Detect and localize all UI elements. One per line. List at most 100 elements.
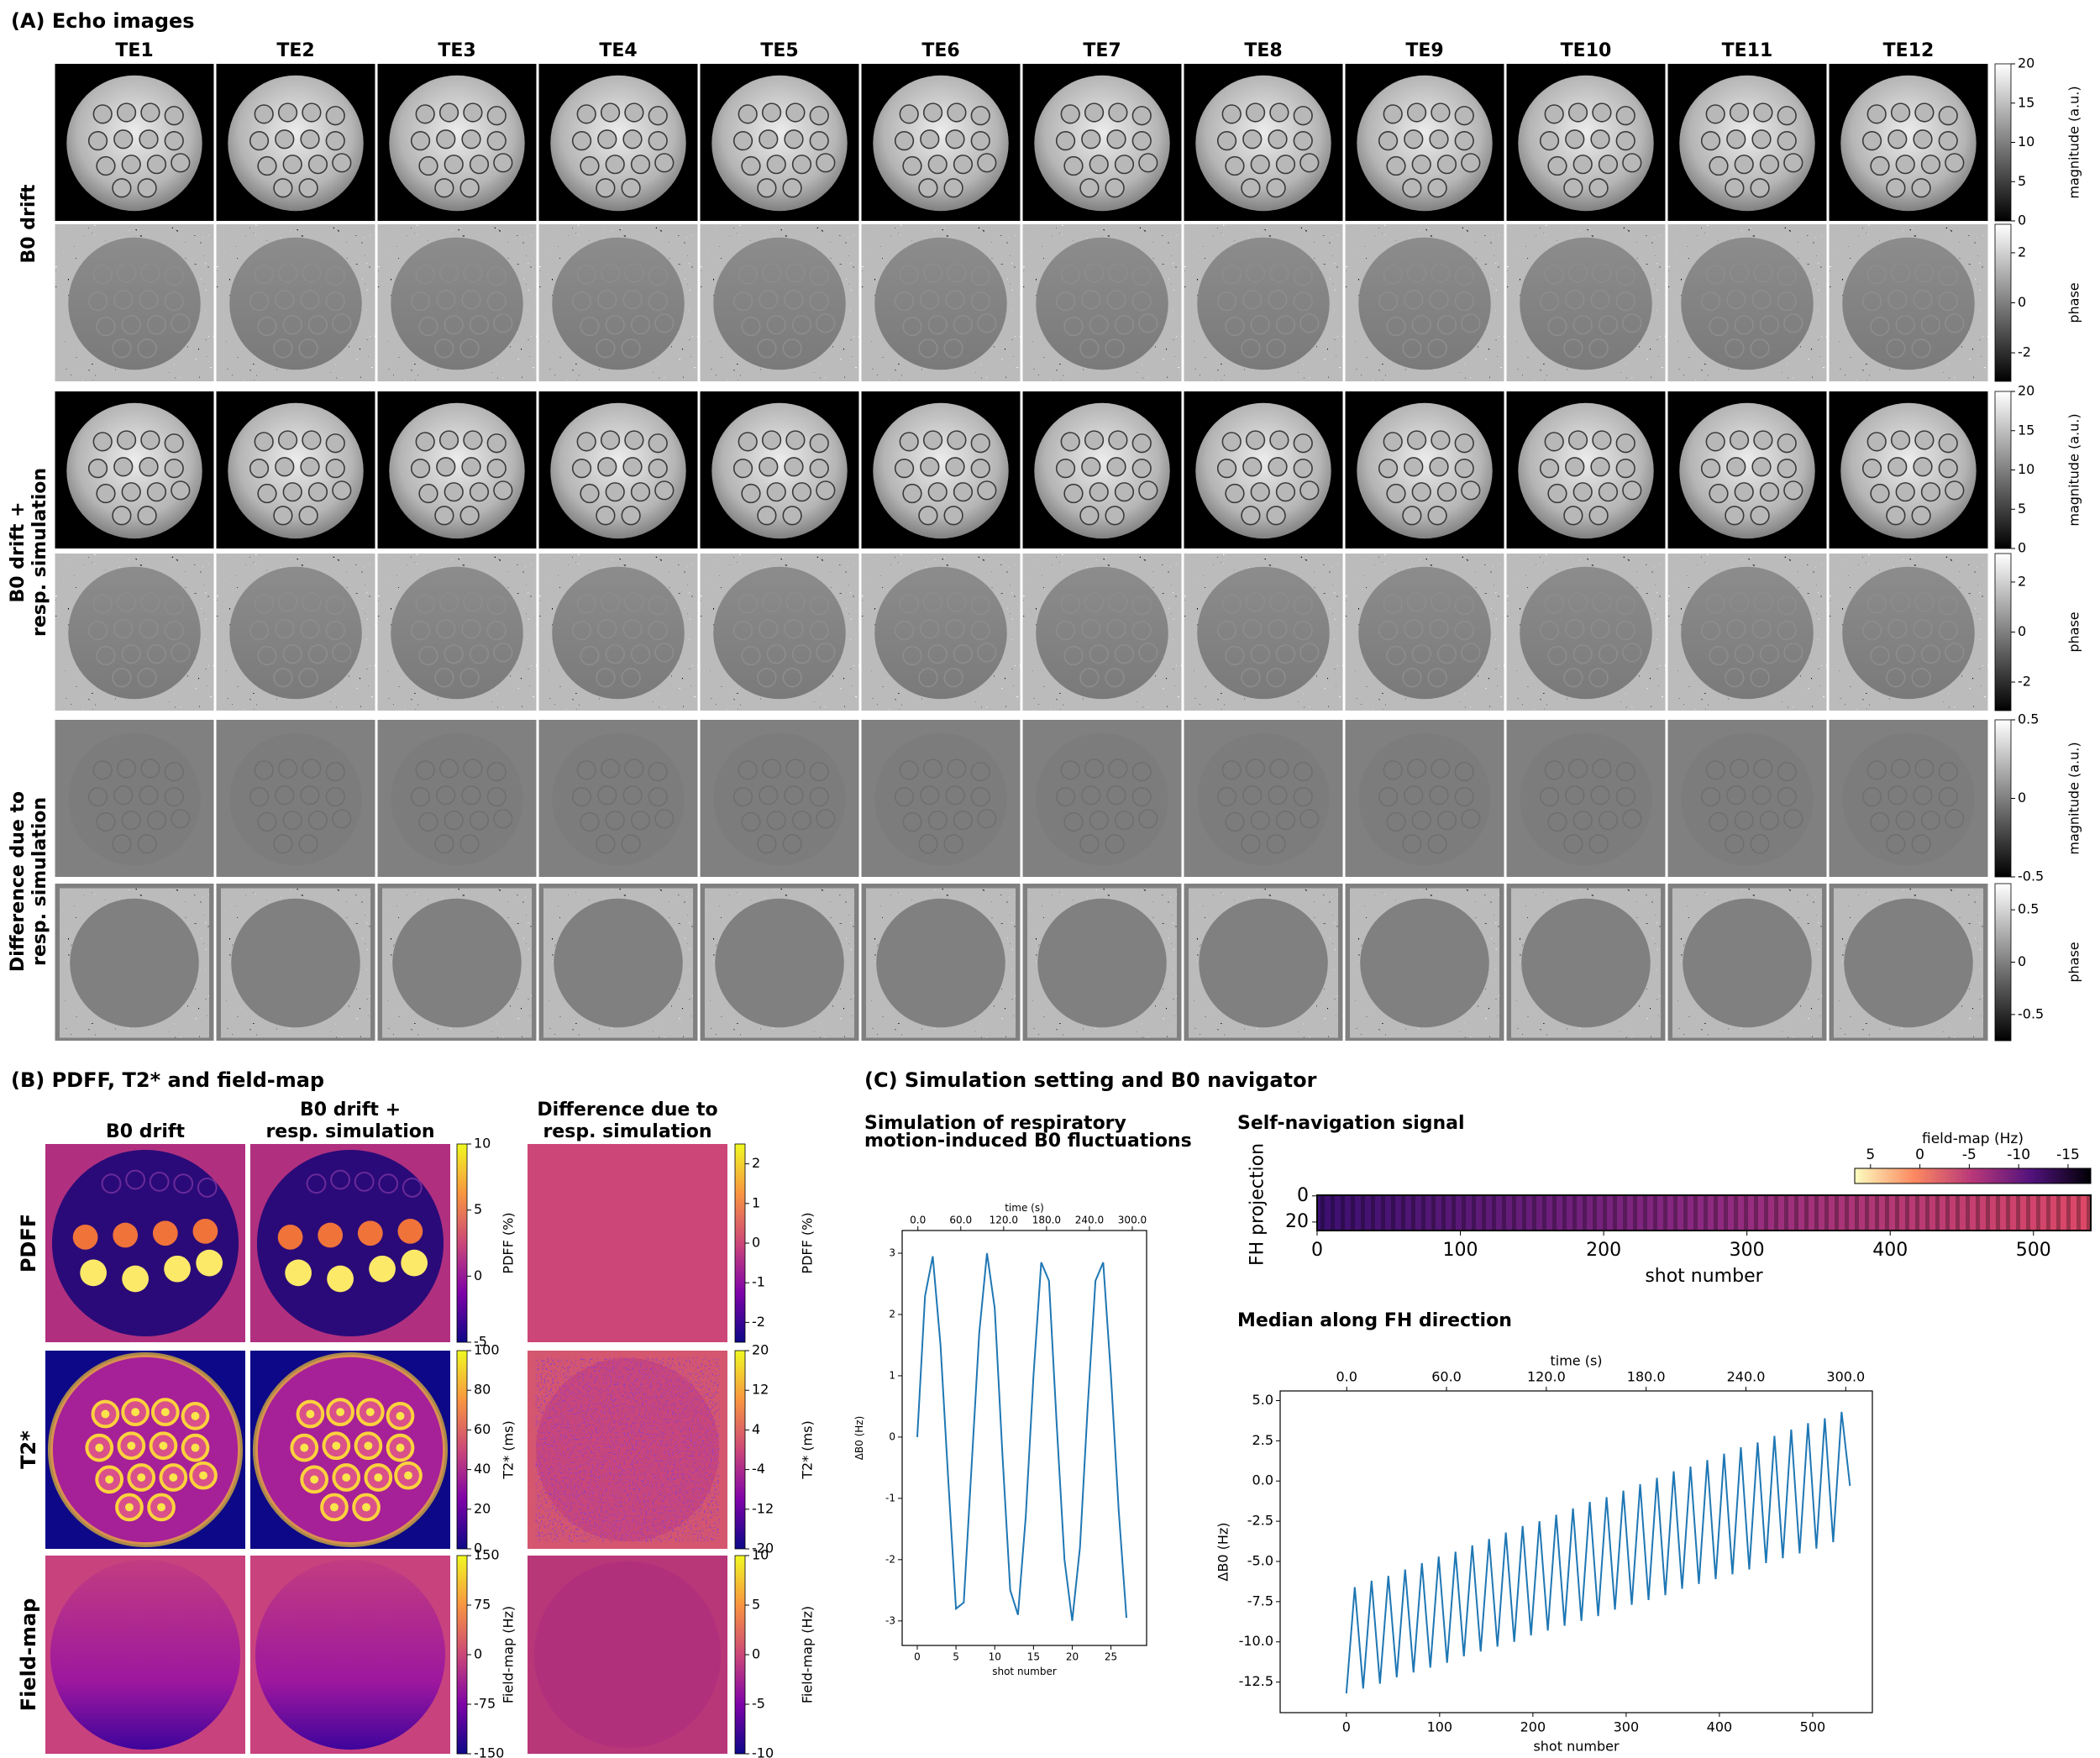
- x-tick-label: 5: [953, 1651, 959, 1663]
- echo-image: [1022, 720, 1182, 877]
- colorbar-label: Field-map (Hz): [501, 1606, 517, 1703]
- echo-image: [1506, 391, 1666, 548]
- colorbar-label: magnitude (a.u.): [2066, 742, 2082, 854]
- colorbar-tick-label: 10: [474, 1136, 491, 1152]
- colorbar-tick-label: -5: [474, 1334, 487, 1350]
- echo-image: [378, 224, 537, 381]
- colorbar-tick-label: 0: [2018, 790, 2026, 806]
- colorbar-tick-label: 150: [474, 1547, 500, 1563]
- echo-image: [539, 884, 698, 1041]
- echo-image: [1668, 884, 1827, 1041]
- column-header: TE2: [276, 40, 314, 61]
- colorbar-label: magnitude (a.u.): [2066, 413, 2082, 526]
- map-image: [250, 1556, 450, 1754]
- echo-image: [217, 884, 375, 1041]
- colorbar-tick-label: 75: [474, 1597, 491, 1613]
- x2-axis-label: time (s): [1550, 1352, 1602, 1368]
- y-tick-label: -3: [885, 1614, 895, 1626]
- echo-image: [1830, 224, 1988, 381]
- echo-image: [1184, 391, 1343, 548]
- x-tick-label: 25: [1105, 1651, 1117, 1663]
- colorbar-tick-label: 5: [2018, 501, 2026, 517]
- colorbar-tick-label: 5: [2018, 173, 2026, 189]
- column-header: TE9: [1405, 40, 1443, 61]
- colorbar-tick-label: -2: [752, 1314, 765, 1330]
- map-image: [45, 1351, 245, 1549]
- x2-tick-label: 240.0: [1075, 1215, 1104, 1226]
- colorbar-label: field-map (Hz): [1922, 1131, 2024, 1147]
- echo-image: [216, 720, 375, 877]
- plot-frame: [901, 1230, 1147, 1646]
- map-image: [45, 1144, 246, 1342]
- x-tick-label: 400: [1707, 1719, 1733, 1735]
- echo-image: [377, 720, 537, 877]
- echo-image: [55, 720, 214, 877]
- colorbar-tick-label: 80: [474, 1382, 491, 1398]
- colorbar-tick-label: -5: [1962, 1147, 1977, 1163]
- echo-image: [1345, 720, 1504, 877]
- echo-image: [1667, 64, 1827, 221]
- x-axis-label: shot number: [992, 1666, 1057, 1677]
- x-tick-label: 0: [914, 1651, 921, 1663]
- y-tick-label: -2: [885, 1553, 895, 1565]
- colorbar: [734, 1350, 746, 1550]
- plot-frame: [1279, 1390, 1873, 1713]
- echo-image: [861, 720, 1021, 877]
- echo-image: [538, 391, 698, 548]
- colorbar-tick-label: 0: [752, 1646, 760, 1662]
- y-tick-label: 0: [1297, 1185, 1309, 1206]
- colorbar-tick-label: -0.5: [2018, 869, 2044, 884]
- colorbar-tick-label: 5: [752, 1597, 760, 1613]
- echo-image: [862, 884, 1021, 1041]
- echo-image: [1507, 224, 1666, 381]
- colorbar-tick-label: 15: [2018, 422, 2034, 438]
- row-label: resp. simulation: [29, 468, 50, 637]
- map-image: [528, 1144, 727, 1342]
- x-tick-label: 20: [1066, 1651, 1079, 1663]
- map-image: [45, 1556, 245, 1754]
- colorbar-tick-label: -0.5: [2018, 1005, 2044, 1021]
- x-tick-label: 300: [1730, 1240, 1765, 1261]
- echo-image: [1346, 224, 1504, 381]
- column-header: resp. simulation: [543, 1121, 711, 1142]
- y-tick-label: 2.5: [1252, 1432, 1273, 1448]
- colorbar-tick-label: 0: [2018, 953, 2026, 969]
- map-image: [528, 1351, 727, 1549]
- echo-image: [378, 884, 537, 1041]
- x-tick-label: 0: [1311, 1240, 1323, 1261]
- colorbar-tick-label: 1: [752, 1194, 760, 1210]
- x-tick-label: 10: [989, 1651, 1001, 1663]
- echo-image: [1346, 884, 1504, 1041]
- colorbar-tick-label: 40: [474, 1461, 491, 1477]
- column-header: B0 drift +: [300, 1099, 401, 1120]
- x2-tick-label: 180.0: [1627, 1369, 1666, 1385]
- x-axis-label: shot number: [1533, 1738, 1619, 1754]
- x-axis-label: shot number: [1645, 1266, 1763, 1287]
- x2-tick-label: 120.0: [1527, 1369, 1566, 1385]
- echo-image: [1345, 64, 1504, 221]
- colorbar-tick-label: 0: [474, 1267, 482, 1283]
- echo-image: [1184, 884, 1343, 1041]
- row-label: B0 drift: [18, 184, 39, 263]
- x2-tick-label: 120.0: [990, 1215, 1018, 1226]
- colorbar-tick-label: 0: [752, 1235, 760, 1251]
- colorbar-tick-label: 0: [474, 1646, 482, 1662]
- echo-image: [538, 64, 698, 221]
- x2-tick-label: 60.0: [949, 1215, 972, 1226]
- y-axis-label: ΔB0 (Hz): [1215, 1522, 1231, 1581]
- colorbar-tick-label: -10: [752, 1745, 774, 1758]
- chart-title: Median along FH direction: [1237, 1310, 1512, 1331]
- colorbar-tick-label: -1: [752, 1274, 765, 1290]
- colorbar-tick-label: 20: [2018, 55, 2034, 71]
- colorbar-label: T2* (ms): [800, 1420, 816, 1479]
- heatmap-stripes: [1317, 1195, 2091, 1231]
- colorbar-tick-label: 0.5: [2018, 901, 2039, 917]
- y-tick-label: 5.0: [1252, 1392, 1273, 1408]
- echo-image: [55, 884, 214, 1041]
- plot-frame: [1316, 1194, 2092, 1231]
- colorbar: [1994, 553, 2012, 711]
- echo-image: [1022, 391, 1182, 548]
- echo-image: [1829, 64, 1988, 221]
- colorbar-tick-label: 0: [2018, 540, 2026, 556]
